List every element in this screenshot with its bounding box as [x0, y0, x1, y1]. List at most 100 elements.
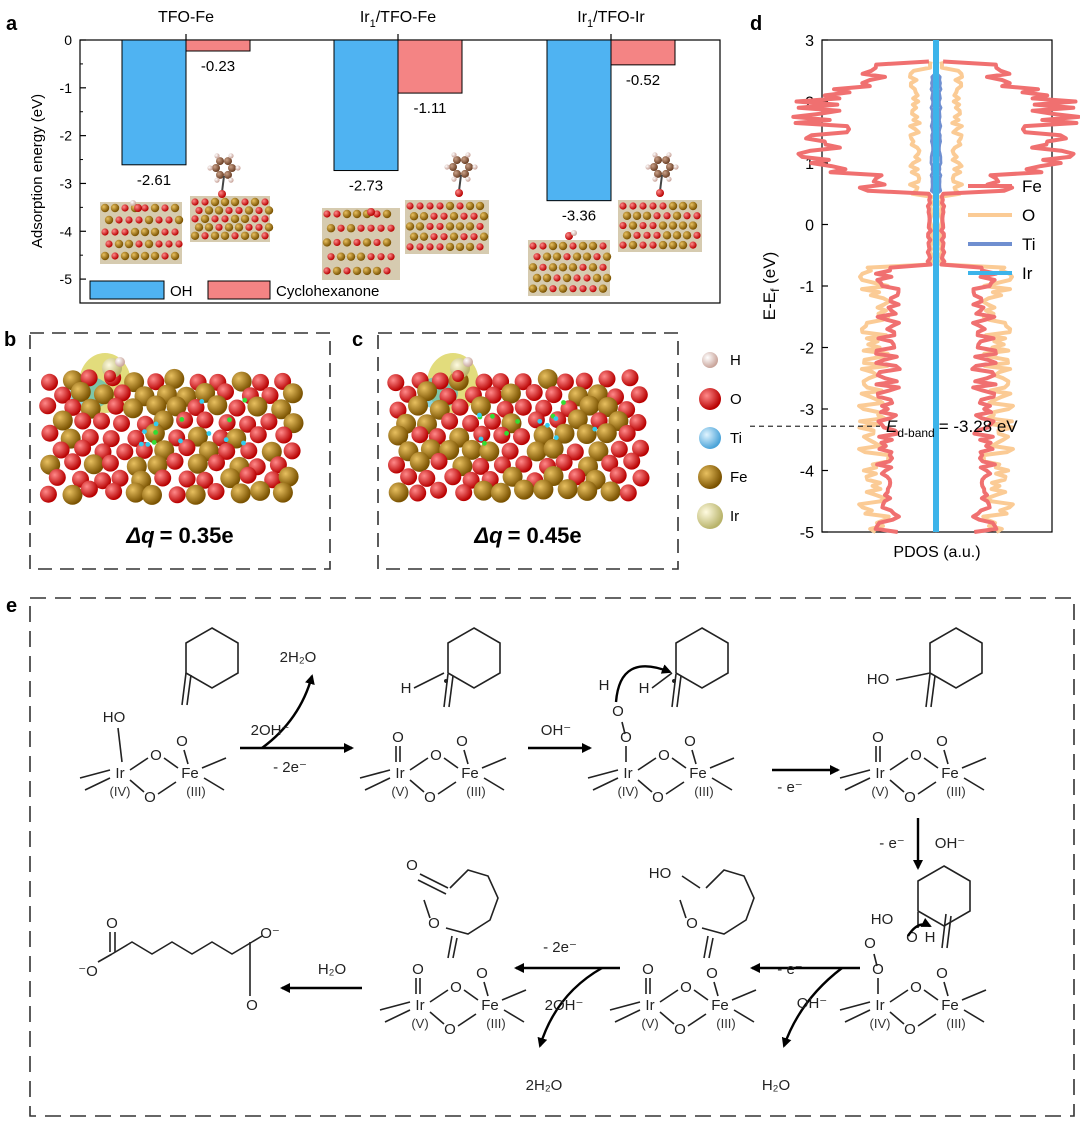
- c-atom: [666, 163, 674, 171]
- fe-atom: [372, 266, 382, 276]
- category-label: TFO-Fe: [158, 9, 214, 26]
- o-atom: [632, 469, 650, 487]
- fe-ligand-bond: [481, 757, 507, 769]
- o-atom: [231, 232, 239, 240]
- isosurface-dot: [227, 417, 232, 423]
- panel-c-frame: [377, 332, 679, 570]
- o-atom: [431, 372, 449, 390]
- o-atom: [693, 212, 701, 220]
- fe-atom: [409, 232, 419, 241]
- o-atom: [599, 242, 607, 250]
- o-atom: [632, 439, 649, 457]
- peroxo-h-label: H: [599, 677, 610, 694]
- o-atom: [569, 242, 577, 250]
- isosurface-dot: [142, 429, 147, 434]
- o-atom: [255, 206, 263, 215]
- o-atom: [649, 241, 657, 249]
- o-atom: [493, 426, 511, 444]
- oxo-label: O: [392, 729, 404, 746]
- o-atom: [473, 425, 491, 443]
- fe-atom: [445, 201, 455, 211]
- ir-o-bond: [889, 757, 909, 771]
- fe-label: Fe: [941, 765, 959, 782]
- bridge-o-label: O: [904, 789, 916, 806]
- fe-atom: [124, 372, 145, 393]
- peroxo-o-label: O: [620, 729, 632, 746]
- fe-atom: [415, 222, 425, 231]
- fe-atom: [588, 441, 609, 462]
- minus-e: - e⁻: [777, 779, 802, 796]
- c-atom: [465, 163, 473, 171]
- electron-transfer-arrow: [614, 664, 672, 703]
- carbonyl-o-fe-label: O: [684, 733, 696, 750]
- c-atom: [212, 164, 220, 172]
- legend-atom-label: H: [730, 352, 741, 369]
- o-atom: [444, 468, 462, 486]
- fe-atom: [326, 224, 336, 233]
- o-atom: [337, 224, 345, 232]
- atom-legend: H O Ti Fe Ir: [697, 352, 748, 529]
- o-atom: [387, 224, 395, 232]
- fe-atom: [567, 409, 588, 430]
- o-atom: [105, 240, 113, 248]
- fe-atom: [166, 396, 187, 417]
- d-ytick-label: 3: [805, 33, 814, 50]
- c-atom: [662, 169, 670, 178]
- o-atom: [555, 453, 573, 471]
- a-ytick-label: -5: [60, 271, 73, 287]
- o-atom: [121, 228, 129, 236]
- o-atom: [264, 471, 282, 489]
- o-atom: [228, 399, 246, 417]
- fe-atom: [352, 209, 362, 219]
- c-atom: [453, 156, 461, 165]
- o-atom: [245, 223, 253, 231]
- o-atom: [693, 231, 701, 239]
- fe-atom: [100, 251, 110, 261]
- product-2h2o: 2H₂O: [280, 649, 317, 666]
- legend-atom-ti: [699, 427, 721, 449]
- c-o-double-bond: [925, 673, 931, 708]
- o-atom: [41, 424, 59, 442]
- o-atom: [176, 411, 194, 429]
- fe-atom: [532, 273, 542, 283]
- ir-o-bond: [637, 779, 653, 793]
- fe-atom: [100, 203, 110, 213]
- fe-ligand-bond: [503, 1009, 525, 1023]
- fe-atom: [195, 382, 216, 403]
- fe-atom: [230, 197, 240, 207]
- o-atom: [111, 228, 119, 236]
- oh-minus: OH⁻: [935, 835, 965, 852]
- o-atom: [529, 242, 537, 250]
- fe-ligand-bond: [731, 989, 757, 1001]
- o-atom: [563, 253, 571, 261]
- o-atom: [451, 398, 469, 416]
- panel-label-a: a: [6, 13, 18, 35]
- o-atom: [436, 222, 444, 231]
- fe-atom: [244, 206, 254, 215]
- o-atom: [533, 253, 541, 261]
- legend-atom-label: Ir: [730, 508, 739, 525]
- ir-oh-bond: [117, 727, 123, 763]
- fe-atom: [230, 214, 240, 224]
- o-atom: [409, 484, 427, 502]
- o-atom: [515, 455, 533, 473]
- fe-atom: [600, 481, 621, 502]
- o-atom: [196, 411, 214, 429]
- o-atom: [513, 428, 530, 446]
- o-atom: [377, 224, 385, 232]
- bridge-o-label: O: [910, 979, 922, 996]
- o-atom: [168, 486, 186, 504]
- bridge-o-label: O: [150, 747, 162, 764]
- panel-a-chart: Adsorption energy (eV) 0 -1 -2 -3 -4 -5 -2.61…: [29, 9, 721, 304]
- c-atom: [650, 163, 658, 171]
- fe-atom: [419, 232, 429, 241]
- fe-atom: [144, 215, 154, 225]
- fe-atom: [548, 241, 558, 251]
- fe-atom: [672, 231, 682, 240]
- ir-o-bond: [659, 989, 679, 1003]
- c-atom: [216, 157, 224, 166]
- o-atom: [207, 483, 225, 500]
- fe-atom: [548, 263, 558, 272]
- fe-atom: [470, 396, 491, 417]
- o-fe-coord-bond: [713, 981, 719, 997]
